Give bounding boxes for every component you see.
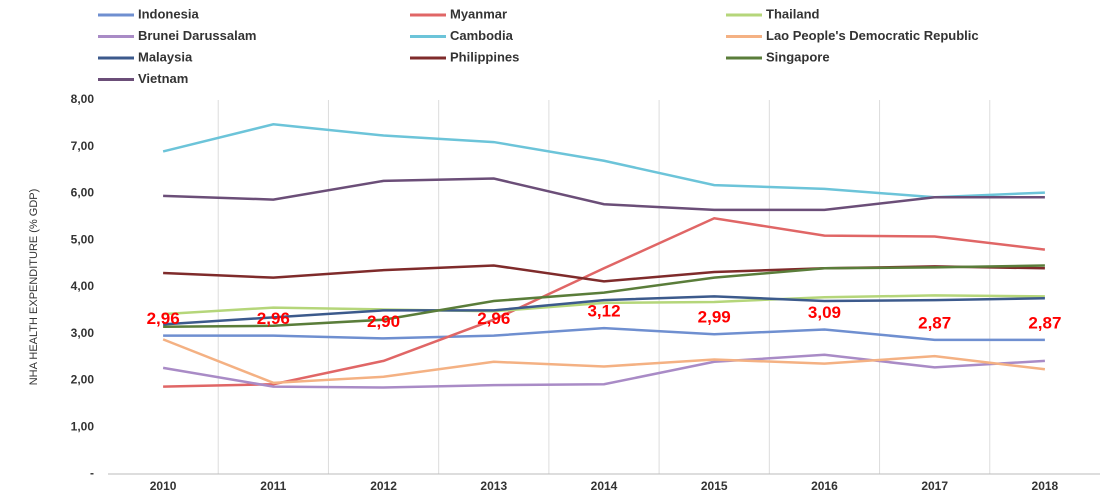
x-tick-label: 2013 [480,479,507,493]
y-tick-label: 8,00 [71,92,95,106]
data-label: 2,96 [477,309,510,328]
x-tick-label: 2011 [260,479,286,493]
series-line [162,353,1045,389]
y-tick-label: 5,00 [71,232,95,246]
data-label: 3,12 [587,302,620,321]
y-tick-label: 2,00 [71,373,95,387]
x-tick-label: 2015 [701,479,728,493]
y-tick-label: 3,00 [71,326,95,340]
series-line [163,326,1045,342]
legend-label: Singapore [766,49,830,64]
x-tick-label: 2010 [150,479,177,493]
data-label: 2,96 [147,309,180,328]
data-label: 3,09 [808,303,841,322]
legend-label: Malaysia [138,49,193,64]
data-label: 2,99 [698,308,731,327]
series-line [162,123,1045,199]
data-label: 2,90 [367,312,400,331]
series-line [163,177,1045,212]
legend-label: Cambodia [450,28,514,43]
x-tick-label: 2014 [591,479,618,493]
series-line [163,264,1045,328]
x-tick-label: 2018 [1032,479,1059,493]
data-label: 2,96 [257,309,290,328]
x-tick-label: 2012 [370,479,397,493]
series-line [163,216,1046,388]
legend-label: Brunei Darussalam [138,28,257,43]
y-tick-label: 1,00 [71,419,95,433]
y-tick-label: 7,00 [71,139,95,153]
legend-label: Lao People's Democratic Republic [766,28,979,43]
series-line [163,295,1045,326]
legend-label: Myanmar [450,6,507,21]
y-axis-label: NHA HEALTH EXPENDITURE (% GDP) [28,189,40,386]
y-tick-label: 4,00 [71,279,95,293]
data-label: 2,87 [1028,313,1061,332]
y-tick-label: 6,00 [71,186,95,200]
legend-label: Philippines [450,49,519,64]
y-tick-label: - [90,466,94,480]
x-tick-label: 2016 [811,479,838,493]
legend-label: Thailand [766,6,820,21]
data-label: 2,87 [918,313,951,332]
series-line [163,294,1045,316]
legend-label: Indonesia [138,6,199,21]
series-line [162,338,1046,385]
legend-label: Vietnam [138,71,188,86]
x-tick-label: 2017 [921,479,948,493]
